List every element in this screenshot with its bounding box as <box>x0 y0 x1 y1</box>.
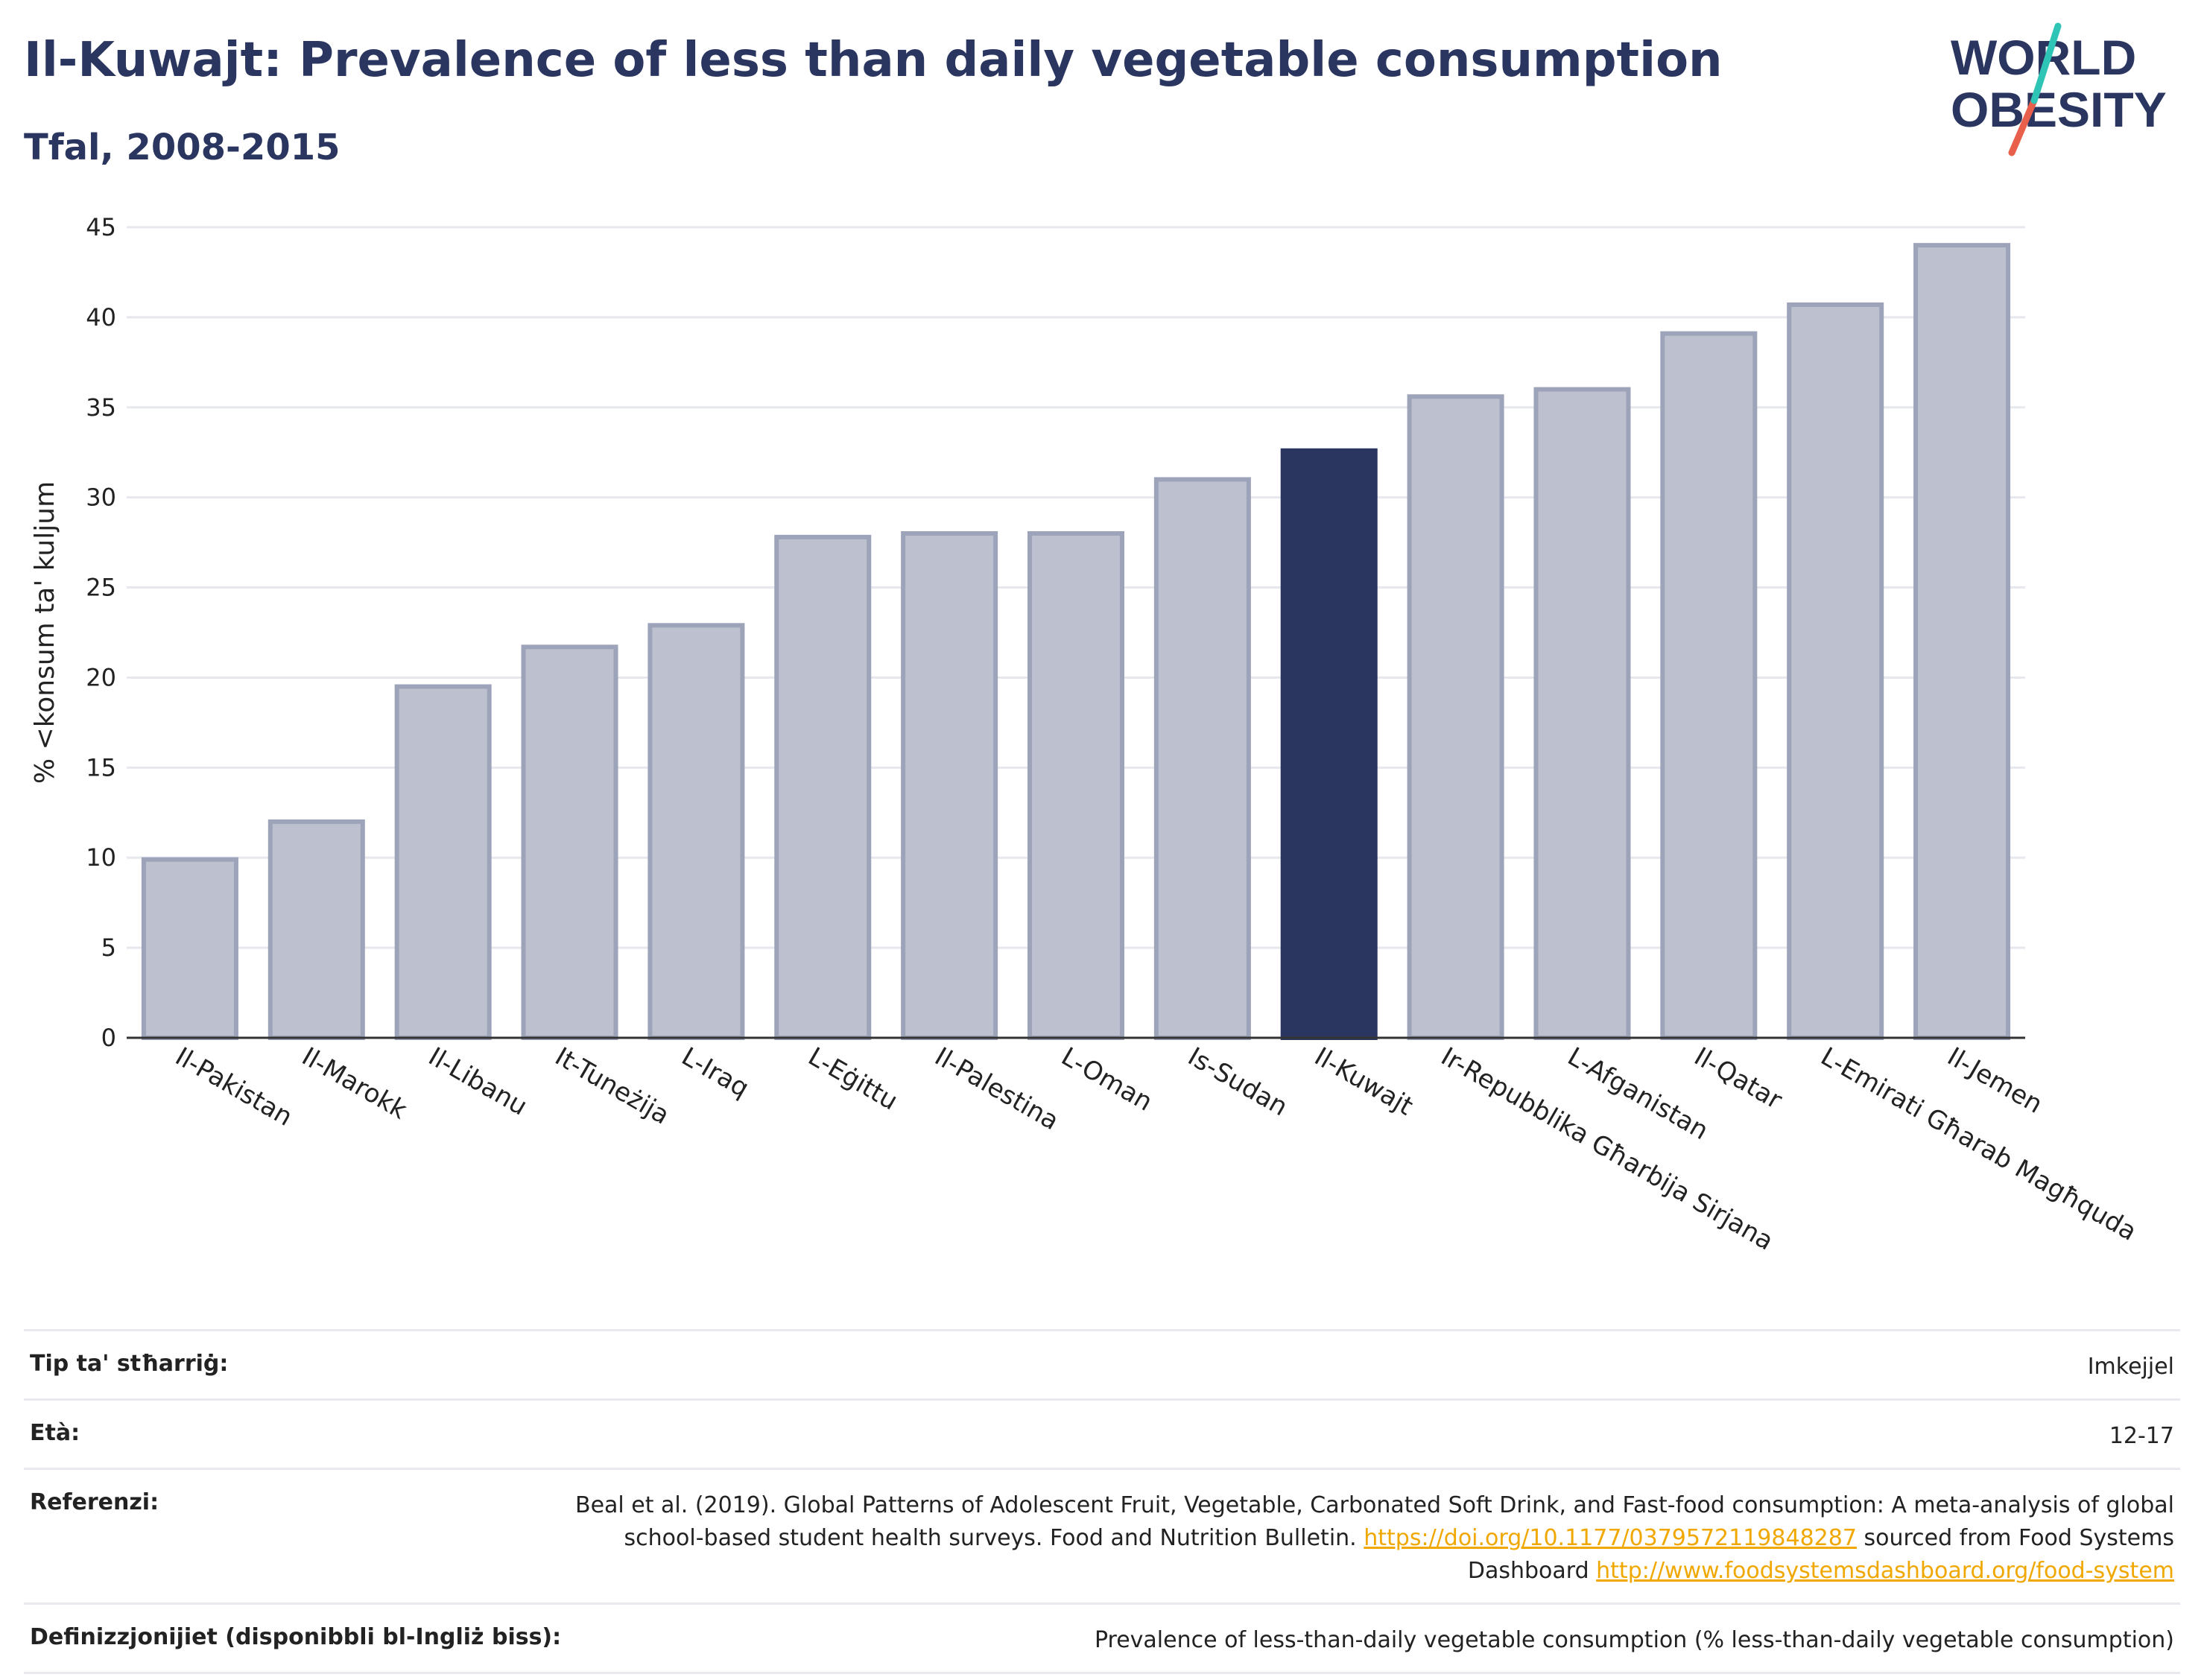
meta-row-survey-type: Tip ta' stħarriġ: Imkejjel <box>24 1329 2180 1398</box>
bar <box>1153 477 1251 1040</box>
y-tick-label: 20 <box>86 663 116 691</box>
bar <box>1660 331 1758 1041</box>
y-axis-label: % <konsum ta' kuljum <box>30 481 60 784</box>
doi-link[interactable]: https://doi.org/10.1177/0379572119848287 <box>1364 1525 1857 1551</box>
meta-value: 12-17 <box>2109 1423 2174 1449</box>
meta-label: Referenzi: <box>30 1489 159 1515</box>
chart-subtitle: Tfal, 2008-2015 <box>24 127 341 168</box>
y-tick-label: 25 <box>86 574 116 602</box>
logo-slash-upper <box>2030 22 2062 104</box>
meta-row-age: Età: 12-17 <box>24 1398 2180 1468</box>
meta-row-references: Referenzi: Beal et al. (2019). Global Pa… <box>24 1468 2180 1603</box>
x-tick-label: Is-Sudan <box>1182 1042 1292 1122</box>
meta-row-definitions: Definizzjonijiet (disponibbli bl-Ingliż … <box>24 1603 2180 1674</box>
x-tick-label: Il-Palestina <box>930 1042 1064 1136</box>
bar-highlight <box>1280 448 1378 1040</box>
x-tick-label: L-Eġittu <box>803 1042 903 1116</box>
meta-value: Prevalence of less-than-daily vegetable … <box>1094 1627 2174 1653</box>
y-tick-label: 0 <box>101 1024 116 1052</box>
x-tick-label: Il-Kuwajt <box>1309 1042 1418 1121</box>
y-tick-label: 5 <box>101 933 116 962</box>
x-tick-label: L-Iraq <box>677 1042 754 1103</box>
x-tick-label: It-Tuneżija <box>550 1042 674 1130</box>
meta-value: Imkejjel <box>2087 1354 2174 1380</box>
bar <box>774 534 872 1040</box>
bar <box>521 644 618 1040</box>
chart-title: Il-Kuwajt: Prevalence of less than daily… <box>24 33 1723 88</box>
metadata-table: Tip ta' stħarriġ: Imkejjel Età: 12-17 Re… <box>24 1329 2180 1674</box>
dashboard-link[interactable]: http://www.foodsystemsdashboard.org/food… <box>1596 1558 2174 1584</box>
y-tick-label: 40 <box>86 303 116 332</box>
bar <box>1407 394 1504 1040</box>
bar-chart: 0 5 10 15 20 25 30 35 40 45 % <konsum ta' kuljum Il… <box>30 213 2141 1257</box>
bar <box>394 684 492 1040</box>
bar <box>647 623 745 1040</box>
meta-label: Età: <box>30 1420 80 1446</box>
bar <box>141 857 238 1041</box>
y-tick-label: 35 <box>86 393 116 422</box>
meta-label: Tip ta' stħarriġ: <box>30 1351 229 1377</box>
bar <box>1787 302 1884 1041</box>
x-tick-label: Il-Marokk <box>297 1042 412 1125</box>
bar <box>901 531 998 1040</box>
bar <box>1913 243 2011 1041</box>
x-tick-label: L-Oman <box>1057 1042 1158 1118</box>
bar <box>1027 531 1125 1040</box>
meta-label: Definizzjonijiet (disponibbli bl-Ingliż … <box>30 1624 562 1650</box>
y-tick-label: 45 <box>86 213 116 241</box>
bar <box>1533 387 1631 1040</box>
y-tick-label: 15 <box>86 753 116 782</box>
y-tick-label: 30 <box>86 484 116 512</box>
x-tick-label: Il-Qatar <box>1689 1042 1787 1115</box>
x-tick-label: Il-Jemen <box>1942 1042 2048 1120</box>
logo-slash-lower <box>2008 97 2038 156</box>
logo-line2: OBESITY <box>1951 82 2167 137</box>
reference-text-2: sourced from Food Systems Dashboard <box>1467 1525 2174 1584</box>
x-tick-label: Il-Libanu <box>423 1042 532 1121</box>
meta-value-references: Beal et al. (2019). Global Patterns of A… <box>535 1489 2174 1588</box>
world-obesity-logo: WORLD OBESITY <box>1951 22 2167 156</box>
y-tick-label: 10 <box>86 843 116 872</box>
reference-text: Beal et al. (2019). Global Patterns of A… <box>574 1492 2174 1551</box>
bar <box>267 819 365 1041</box>
x-tick-label: Il-Pakistan <box>170 1042 297 1132</box>
